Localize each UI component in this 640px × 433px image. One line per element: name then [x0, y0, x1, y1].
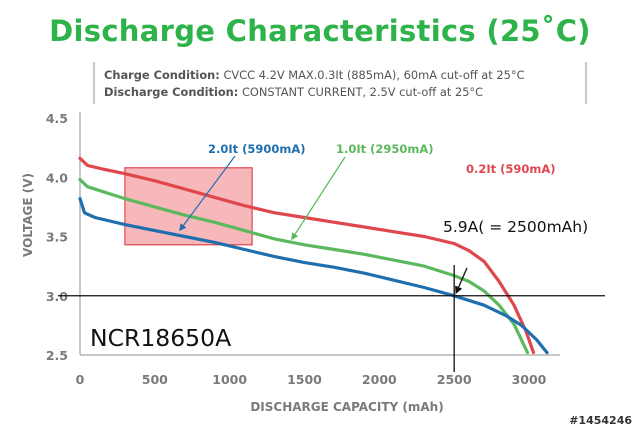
annotation-arrow: [455, 267, 468, 295]
x-tick-label: 1000: [212, 372, 247, 387]
discharge-condition-label: Discharge Condition:: [104, 85, 239, 99]
series-label-0: 0.2It (590mA): [466, 162, 556, 176]
series-line-1: [78, 178, 530, 355]
x-tick-label: 2000: [362, 372, 397, 387]
x-tick-label: 0: [76, 372, 85, 387]
x-axis-label: DISCHARGE CAPACITY (mAh): [250, 400, 443, 414]
charge-condition-label: Charge Condition:: [104, 68, 220, 82]
x-tick-label: 2500: [437, 372, 472, 387]
discharge-condition: Discharge Condition: CONSTANT CURRENT, 2…: [104, 85, 483, 99]
y-tick-label: 4.5: [46, 111, 68, 126]
y-tick-label: 3.5: [46, 230, 68, 245]
x-tick-label: 1500: [287, 372, 322, 387]
chart-title: Discharge Characteristics (25˚C): [49, 14, 591, 48]
y-axis-label: VOLTAGE (V): [21, 173, 35, 257]
series-arrow-2: [179, 155, 236, 232]
series-label-2: 2.0It (5900mA): [208, 142, 306, 156]
watermark: #1454246: [569, 414, 632, 427]
y-tick-label: 4.0: [46, 170, 68, 185]
capacity-annotation: 5.9A( = 2500mAh): [443, 218, 588, 236]
x-tick-label: 3000: [512, 372, 547, 387]
y-tick-label: 2.5: [46, 348, 68, 363]
charge-condition-text: CVCC 4.2V MAX.0.3It (885mA), 60mA cut-of…: [223, 68, 525, 82]
charge-condition: Charge Condition: CVCC 4.2V MAX.0.3It (8…: [104, 68, 525, 82]
conditions-box: [93, 62, 587, 104]
series-line-0: [78, 156, 536, 355]
discharge-condition-text: CONSTANT CURRENT, 2.5V cut-off at 25°C: [241, 85, 484, 99]
series-label-1: 1.0It (2950mA): [336, 142, 434, 156]
model-label: NCR18650A: [90, 324, 231, 352]
y-tick-label: 3.0: [46, 289, 68, 304]
series-arrow-1: [291, 156, 346, 241]
series-line-2: [78, 197, 549, 355]
x-tick-label: 500: [142, 372, 168, 387]
